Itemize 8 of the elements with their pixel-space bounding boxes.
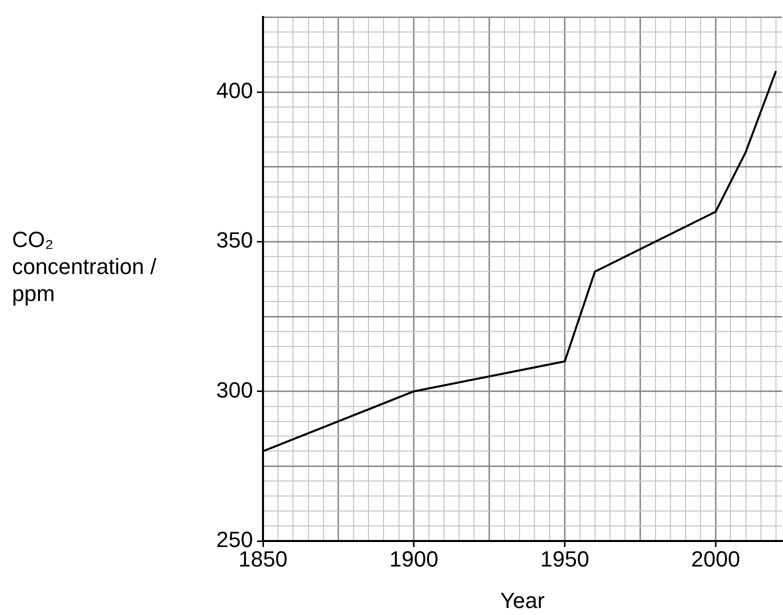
y-tick-label: 300 [216, 377, 253, 402]
y-axis-title: CO₂ concentration / ppm [12, 226, 158, 307]
x-tick-label: 1950 [540, 546, 590, 572]
y-tick-label: 350 [216, 228, 253, 253]
x-tick-label: 2000 [691, 546, 740, 572]
x-axis-title: Year [500, 588, 545, 613]
x-tick-label: 1900 [389, 546, 438, 572]
y-tick-label: 400 [216, 78, 253, 104]
